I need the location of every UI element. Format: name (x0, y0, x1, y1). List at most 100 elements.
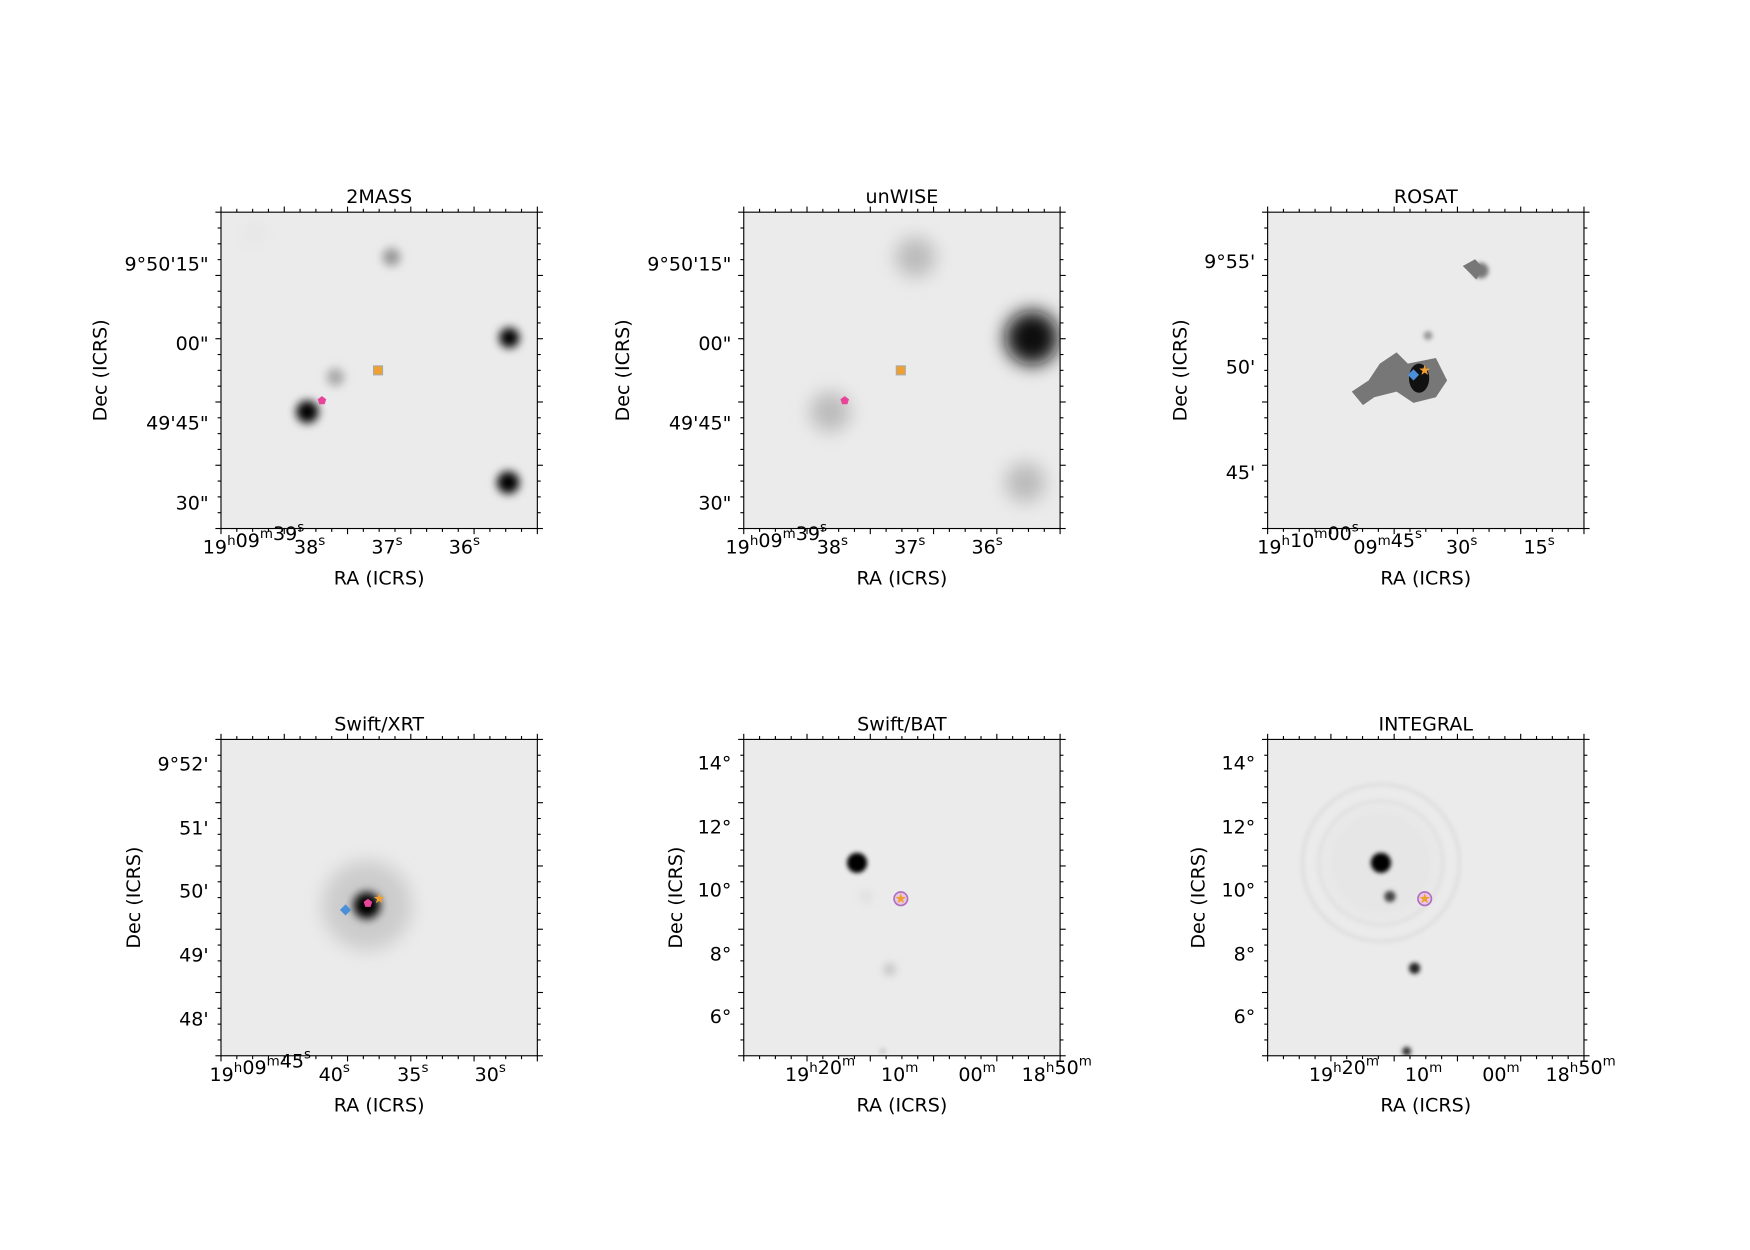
source (1370, 852, 1392, 873)
y-tick-label: 9°50'15" (647, 253, 731, 275)
x-axis-label: RA (ICRS) (334, 568, 425, 590)
panel: Swift/XRT RA (ICRS) Dec (ICRS) 19h09m45s 40s… (123, 713, 543, 1117)
x-axis-label: RA (ICRS) (857, 568, 948, 590)
y-tick-label: 49' (179, 944, 209, 966)
y-tick-label: 6° (710, 1006, 732, 1028)
x-tick-label: 19h09m39s (203, 520, 304, 558)
x-tick-label: 38s (294, 534, 325, 558)
x-tick-label: 40s (319, 1061, 350, 1085)
x-tick-label: 15s (1523, 534, 1554, 558)
source (1423, 331, 1433, 341)
panel-title: Swift/XRT (334, 713, 424, 735)
y-tick-label: 48' (179, 1008, 209, 1030)
x-tick-label: 19h20m (785, 1054, 855, 1085)
x-tick-label: 37s (894, 534, 925, 558)
marker (895, 893, 907, 904)
panel-title: unWISE (866, 186, 939, 208)
x-axis-label: RA (ICRS) (1380, 1095, 1471, 1117)
x-tick-label: 19h09m45s (210, 1048, 311, 1086)
ring (1317, 799, 1445, 927)
source (1402, 1046, 1412, 1056)
source (879, 1047, 887, 1055)
y-tick-label: 10° (698, 879, 732, 901)
y-tick-label: 10° (1221, 879, 1255, 901)
marker (895, 365, 906, 376)
y-axis-label: Dec (ICRS) (612, 319, 634, 421)
y-tick-label: 30" (176, 492, 209, 514)
x-tick-label: 35s (397, 1061, 428, 1085)
x-axis-label: RA (ICRS) (857, 1095, 948, 1117)
source (496, 471, 520, 494)
source (1408, 962, 1421, 974)
source (1472, 262, 1489, 279)
y-tick-label: 49'45" (669, 413, 732, 435)
x-tick-label: 36s (449, 534, 480, 558)
y-tick-label: 6° (1234, 1006, 1256, 1028)
y-tick-label: 30" (698, 492, 731, 514)
y-tick-label: 49'45" (146, 413, 209, 435)
y-tick-label: 51' (179, 818, 209, 840)
panel-title: Swift/BAT (857, 713, 947, 735)
y-axis-label: Dec (ICRS) (1170, 319, 1192, 421)
x-tick-label: 30s (1446, 534, 1477, 558)
x-axis-label: RA (ICRS) (334, 1095, 425, 1117)
panel: Swift/BAT RA (ICRS) Dec (ICRS) 19h20m 10m 00m… (665, 713, 1092, 1116)
marker (1419, 364, 1431, 375)
y-axis-label: Dec (ICRS) (665, 847, 687, 949)
x-tick-label: 19h20m (1309, 1054, 1379, 1085)
source (1005, 462, 1046, 503)
source (499, 327, 520, 348)
y-tick-label: 50' (179, 880, 209, 902)
panel: INTEGRAL RA (ICRS) Dec (ICRS) 19h20m 10m 00m 1… (1188, 713, 1616, 1116)
y-axis-label: Dec (ICRS) (1188, 847, 1210, 949)
y-tick-label: 45' (1226, 462, 1256, 484)
x-tick-label: 18h50m (1546, 1054, 1616, 1085)
x-tick-label: 00m (958, 1061, 995, 1085)
x-tick-label: 19h10m00s (1257, 520, 1358, 558)
source (1384, 890, 1396, 903)
marker (840, 396, 849, 405)
x-tick-label: 30s (475, 1061, 506, 1085)
source (1005, 310, 1059, 365)
y-tick-label: 8° (1234, 943, 1256, 965)
y-tick-label: 9°55' (1204, 251, 1255, 273)
y-axis-label: Dec (ICRS) (89, 319, 111, 421)
marker (372, 365, 384, 376)
x-tick-label: 10m (881, 1061, 918, 1085)
marker (1419, 893, 1431, 904)
x-tick-label: 00m (1482, 1061, 1519, 1085)
x-tick-label: 18h50m (1022, 1054, 1092, 1085)
ring (1300, 782, 1462, 944)
image (846, 852, 896, 1055)
source (326, 368, 345, 387)
y-tick-label: 14° (1221, 753, 1255, 775)
source (859, 889, 873, 904)
marker (363, 898, 373, 907)
x-axis-label: RA (ICRS) (1380, 568, 1471, 590)
source (846, 852, 868, 873)
x-tick-label: 19h09m39s (726, 520, 827, 558)
x-tick-label: 38s (817, 534, 848, 558)
y-axis-label: Dec (ICRS) (123, 847, 145, 949)
y-tick-label: 50' (1226, 357, 1256, 379)
image (247, 225, 520, 494)
marker (317, 396, 327, 405)
x-tick-label: 37s (371, 534, 402, 558)
y-tick-label: 00" (176, 333, 209, 355)
source (809, 391, 851, 433)
source (895, 236, 936, 278)
panel-title: 2MASS (346, 186, 412, 208)
y-tick-label: 12° (698, 817, 732, 839)
y-tick-label: 12° (1221, 817, 1255, 839)
panel-title: ROSAT (1394, 186, 1458, 208)
source (247, 225, 262, 240)
source (296, 400, 319, 424)
image (809, 236, 1059, 503)
panel-title: INTEGRAL (1379, 713, 1474, 735)
y-tick-label: 9°50'15" (124, 253, 208, 275)
source (883, 963, 896, 975)
